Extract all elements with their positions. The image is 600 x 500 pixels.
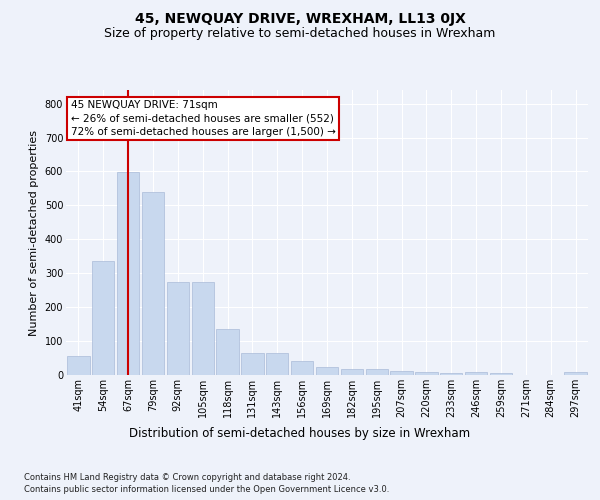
Bar — [365, 369, 388, 375]
Bar — [266, 353, 289, 375]
Text: Distribution of semi-detached houses by size in Wrexham: Distribution of semi-detached houses by … — [130, 428, 470, 440]
Bar — [142, 192, 164, 375]
Y-axis label: Number of semi-detached properties: Number of semi-detached properties — [29, 130, 39, 336]
Bar — [117, 172, 139, 375]
Bar — [217, 329, 239, 375]
Bar — [415, 372, 437, 375]
Bar — [490, 374, 512, 375]
Text: Contains HM Land Registry data © Crown copyright and database right 2024.: Contains HM Land Registry data © Crown c… — [24, 472, 350, 482]
Bar — [241, 353, 263, 375]
Text: 45 NEWQUAY DRIVE: 71sqm
← 26% of semi-detached houses are smaller (552)
72% of s: 45 NEWQUAY DRIVE: 71sqm ← 26% of semi-de… — [71, 100, 336, 136]
Text: 45, NEWQUAY DRIVE, WREXHAM, LL13 0JX: 45, NEWQUAY DRIVE, WREXHAM, LL13 0JX — [134, 12, 466, 26]
Bar — [92, 262, 115, 375]
Bar — [565, 372, 587, 375]
Bar — [167, 282, 189, 375]
Bar — [191, 282, 214, 375]
Bar — [67, 356, 89, 375]
Bar — [465, 372, 487, 375]
Bar — [341, 369, 363, 375]
Text: Size of property relative to semi-detached houses in Wrexham: Size of property relative to semi-detach… — [104, 28, 496, 40]
Bar — [440, 374, 463, 375]
Bar — [391, 371, 413, 375]
Bar — [316, 366, 338, 375]
Bar — [291, 362, 313, 375]
Text: Contains public sector information licensed under the Open Government Licence v3: Contains public sector information licen… — [24, 485, 389, 494]
